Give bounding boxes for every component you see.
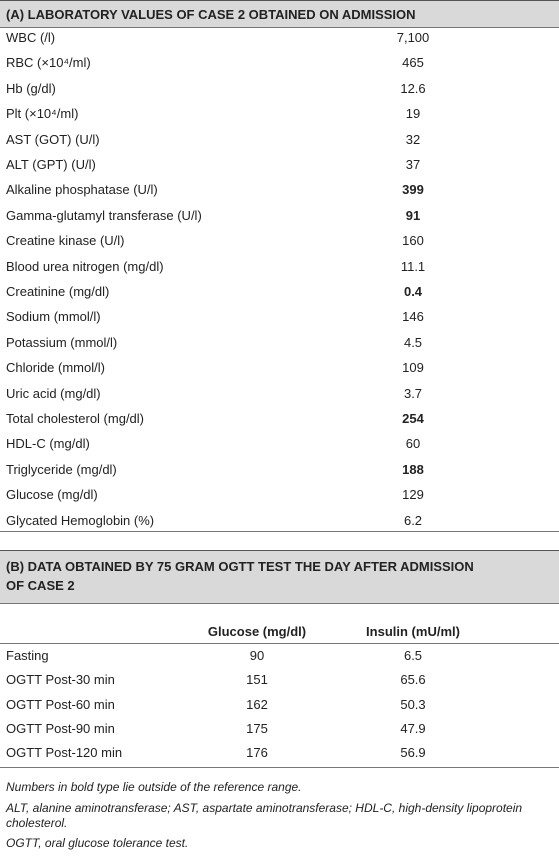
- row-value: 3.7: [403, 385, 423, 401]
- column-header: Glucose (mg/dl): [207, 624, 307, 639]
- row-label: OGTT Post-60 min: [6, 696, 115, 712]
- cell-value: 50.3: [400, 696, 426, 712]
- row-label: Plt (×10⁴/ml): [6, 106, 79, 122]
- table-title: (A) LABORATORY VALUES OF CASE 2 OBTAINED…: [6, 7, 416, 22]
- header-band: (A) LABORATORY VALUES OF CASE 2 OBTAINED…: [0, 0, 559, 28]
- row-label: RBC (×10⁴/ml): [6, 55, 91, 71]
- row-label: Chloride (mmol/l): [6, 360, 105, 376]
- row-label: OGTT Post-120 min: [6, 745, 123, 761]
- cell-value: 56.9: [400, 745, 426, 761]
- row-value: 91: [405, 207, 421, 223]
- row-label: Glycated Hemoglobin (%): [6, 512, 155, 528]
- footnote: OGTT, oral glucose tolerance test.: [6, 836, 189, 850]
- row-value: 12.6: [400, 80, 426, 96]
- row-label: Gamma-glutamyl transferase (U/l): [6, 207, 202, 223]
- row-value: 37: [405, 157, 421, 172]
- cell-value: 175: [246, 720, 268, 736]
- row-label: Hb (g/dl): [6, 80, 56, 96]
- rule: [0, 531, 559, 532]
- row-value: 254: [402, 411, 424, 426]
- row-value: 109: [402, 360, 424, 376]
- row-label: Sodium (mmol/l): [6, 309, 101, 325]
- row-value: 399: [402, 182, 424, 198]
- row-value: 19: [405, 106, 421, 122]
- row-value: 60: [405, 436, 421, 452]
- row-label: Uric acid (mg/dl): [6, 385, 101, 401]
- row-value: 0.4: [403, 284, 423, 299]
- rule: [0, 643, 559, 644]
- footnote: Numbers in bold type lie outside of the …: [6, 780, 302, 794]
- row-label: AST (GOT) (U/l): [6, 131, 100, 147]
- row-label: Blood urea nitrogen (mg/dl): [6, 258, 164, 274]
- row-label: Creatinine (mg/dl): [6, 284, 110, 299]
- row-value: 11.1: [400, 258, 426, 274]
- row-value: 7,100: [396, 30, 430, 45]
- row-label: Creatine kinase (U/l): [6, 233, 125, 249]
- row-label: Glucose (mg/dl): [6, 487, 98, 503]
- column-header: Insulin (mU/ml): [366, 624, 460, 639]
- row-value: 160: [402, 233, 424, 249]
- row-label: OGTT Post-90 min: [6, 720, 115, 736]
- row-value: 32: [405, 131, 421, 147]
- row-label: Triglyceride (mg/dl): [6, 461, 117, 477]
- cell-value: 151: [246, 672, 268, 688]
- row-value: 188: [402, 461, 424, 477]
- cell-value: 90: [249, 648, 265, 663]
- row-value: 4.5: [403, 334, 423, 350]
- header-band: (B) DATA OBTAINED BY 75 GRAM OGTT TEST T…: [0, 550, 559, 604]
- footnote: ALT, alanine aminotransferase; AST, aspa…: [6, 801, 523, 830]
- row-label: OGTT Post-30 min: [6, 672, 115, 688]
- row-value: 129: [402, 487, 424, 503]
- cell-value: 6.5: [403, 648, 423, 663]
- row-label: Potassium (mmol/l): [6, 334, 118, 350]
- row-label: Total cholesterol (mg/dl): [6, 411, 144, 426]
- cell-value: 47.9: [400, 720, 426, 736]
- cell-value: 176: [246, 745, 268, 761]
- table-title: (B) DATA OBTAINED BY 75 GRAM OGTT TEST T…: [6, 559, 474, 593]
- row-value: 465: [402, 55, 424, 71]
- row-label: Fasting: [6, 648, 49, 663]
- row-value: 146: [402, 309, 424, 325]
- row-label: WBC (/l): [6, 30, 56, 45]
- row-value: 6.2: [403, 512, 423, 528]
- row-label: ALT (GPT) (U/l): [6, 157, 96, 172]
- row-label: HDL-C (mg/dl): [6, 436, 90, 452]
- cell-value: 162: [246, 696, 268, 712]
- rule: [0, 767, 559, 768]
- row-label: Alkaline phosphatase (U/l): [6, 182, 158, 198]
- cell-value: 65.6: [400, 672, 426, 688]
